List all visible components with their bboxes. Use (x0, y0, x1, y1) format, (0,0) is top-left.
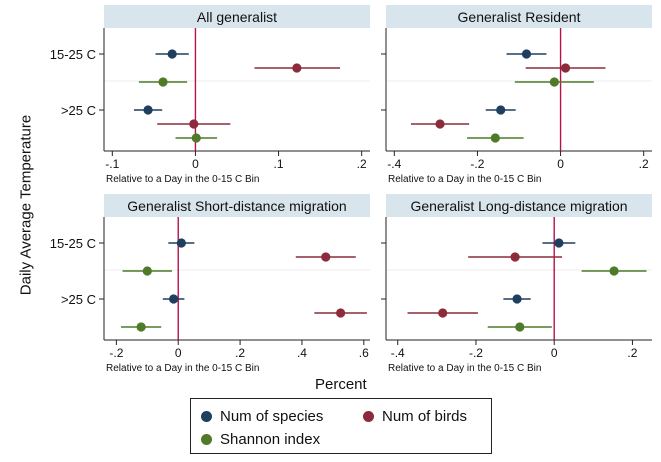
panel-2-point (435, 119, 445, 129)
panel-4-x-tick-label: -.4 (391, 346, 405, 360)
panel-3-y-tick-label: >25 C (61, 292, 96, 307)
panel-3-point (142, 266, 152, 276)
panel-1-y-tick-label: 15-25 C (50, 47, 96, 62)
legend-marker-shannon (201, 433, 212, 445)
panel-1-x-tick-label: -.1 (105, 157, 119, 171)
panel-3-x-tick-label: .6 (359, 346, 369, 360)
legend-item-species: Num of species (201, 407, 323, 425)
legend-label-shannon: Shannon index (220, 430, 321, 448)
panel-3-point (168, 294, 179, 304)
panel-1-x-tick-label: .1 (274, 157, 284, 171)
legend-label-species: Num of species (220, 407, 324, 425)
panel-1-point (167, 49, 177, 59)
panel-1-y-tick-label: >25 C (61, 103, 96, 118)
panel-3-y-tick-label: 15-25 C (50, 236, 96, 251)
panel-1-point (189, 119, 199, 129)
x-axis-title: Percent (315, 376, 367, 393)
panel-4-point (510, 252, 520, 262)
panel-4-point (609, 266, 619, 276)
panel-2-x-tick-label: -.2 (470, 157, 484, 171)
panel-4-title: Generalist Long-distance migration (410, 198, 627, 214)
panel-3-point (321, 252, 331, 262)
panel-3-header (104, 194, 370, 217)
panel-4-point (515, 322, 525, 332)
panel-2-point (521, 49, 532, 59)
panel-2-point (496, 105, 506, 115)
panel-4-point (512, 294, 522, 304)
panel-2-x-tick-label: .2 (639, 157, 649, 171)
panel-2-x-tick-label: 0 (557, 157, 564, 171)
panel-4-x-tick-label: 0 (551, 346, 558, 360)
panel-3-title: Generalist Short-distance migration (127, 198, 346, 214)
legend-label-birds: Num of birds (382, 407, 468, 425)
panel-1-title: All generalist (197, 9, 277, 25)
panel-4-point (554, 238, 564, 248)
legend: Num of species Num of birds Shannon inde… (190, 398, 492, 454)
y-axis-title: Daily Average Temperature (17, 114, 35, 296)
panel-1-point (158, 77, 168, 87)
panel-1-x-tick-label: 0 (192, 157, 199, 171)
panel-2-point (490, 133, 500, 143)
panel-1-point (191, 133, 201, 143)
panel-2-x-axis-label: Relative to a Day in the 0-15 C Bin (388, 174, 541, 185)
panel-3-point (176, 238, 186, 248)
panel-1-x-axis-label: Relative to a Day in the 0-15 C Bin (106, 174, 259, 185)
panel-2-title: Generalist Resident (458, 9, 581, 25)
panel-4-point (438, 308, 448, 318)
panel-1-x-tick-label: .2 (357, 157, 367, 171)
panel-3-point (136, 322, 146, 332)
panel-3-x-tick-label: .4 (297, 346, 307, 360)
panel-3-x-axis-label: Relative to a Day in the 0-15 C Bin (106, 363, 259, 374)
panel-3-x-tick-label: .2 (235, 346, 245, 360)
panel-2-point (549, 77, 559, 87)
legend-item-shannon: Shannon index (201, 430, 320, 448)
panel-3-point (336, 308, 346, 318)
panel-2-x-tick-label: -.4 (387, 157, 401, 171)
panel-4-x-tick-label: .2 (627, 346, 637, 360)
legend-item-birds: Num of birds (363, 407, 467, 425)
panel-4-x-tick-label: -.2 (469, 346, 483, 360)
panel-1-header (104, 5, 370, 28)
legend-marker-species (201, 410, 212, 422)
panel-4-x-axis-label: Relative to a Day in the 0-15 C Bin (388, 363, 541, 374)
panel-2-point (560, 63, 571, 73)
panel-3-x-tick-label: 0 (175, 346, 182, 360)
panel-4-header (386, 194, 652, 217)
panel-1-point (292, 63, 302, 73)
panel-3-x-tick-label: -.2 (109, 346, 123, 360)
panel-2-header (386, 5, 652, 28)
panel-1-point (143, 105, 153, 115)
legend-marker-birds (363, 410, 374, 422)
